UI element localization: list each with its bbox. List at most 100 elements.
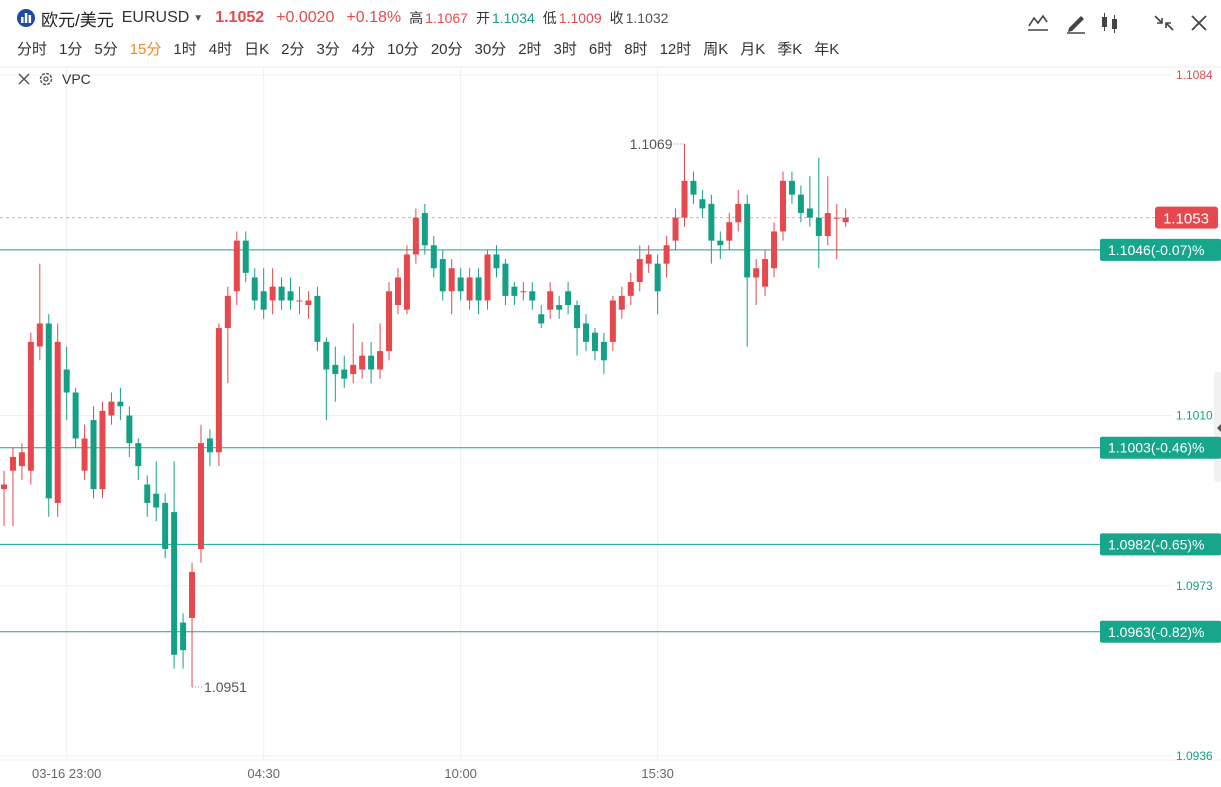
x-tick-label: 03-16 23:00 [32,766,101,781]
timeframe-button[interactable]: 3时 [553,41,577,58]
timeframe-button[interactable]: 30分 [474,41,507,58]
timeframe-button[interactable]: 5分 [94,41,118,58]
close-value: 1.1032 [625,10,669,26]
candle-body [654,263,661,292]
symbol-code[interactable]: EURUSD [121,9,190,26]
candle-body [439,259,446,292]
timeframe-button[interactable]: 2分 [281,41,305,58]
timeframe-button[interactable]: 1分 [59,41,83,58]
candle-body [421,213,428,246]
candle-body [206,438,213,453]
candle-body [251,277,258,301]
timeframe-button[interactable]: 4分 [351,41,376,58]
timeframe-button[interactable]: 8时 [624,41,648,58]
candle-body [699,199,706,209]
x-tick-label: 15:30 [641,766,674,781]
timeframe-button[interactable]: 分时 [17,41,48,58]
last-price-tag [1155,206,1218,229]
timeframe-button[interactable]: 20分 [430,41,463,58]
timeframe-button[interactable]: 周K [703,41,729,58]
timeframe-button[interactable]: 6时 [588,41,613,58]
symbol-icon [17,9,35,27]
low-label: 低 [542,10,557,26]
line-tool[interactable] [1028,14,1048,31]
candle-body [618,295,625,310]
candle-body [126,415,133,444]
candle-body [368,355,375,370]
timeframe-button[interactable]: 月K [740,41,766,58]
candle-body [162,502,169,549]
candle-body [529,291,536,301]
candle-body [386,291,393,352]
max-label: 1.1069 [630,136,673,152]
candle-body [242,240,249,273]
scroll-handle[interactable] [1214,372,1221,482]
candle-body [681,180,688,218]
candle-body [45,323,52,499]
open-value: 1.1034 [491,10,535,26]
level-label: 1.0963(-0.82)% [1108,624,1205,640]
timeframe-bar: 分时 1分 5分 15分 1时 4时 日K 2分 3分 4分 10分 20分 30分 2时 3时 6时 8时 12… [17,38,839,59]
candles [1,144,849,687]
candle-body [636,259,643,283]
candle-body [36,323,43,347]
candle-body [81,438,88,471]
timeframe-button[interactable]: 10分 [387,41,419,58]
candle-body [430,245,437,269]
candle-body [233,240,240,292]
candle-type[interactable] [1102,13,1117,33]
candle-body [448,268,455,292]
candle-body [54,341,61,503]
candle-body [135,443,142,467]
candle-body [672,217,679,241]
collapse[interactable] [1154,15,1174,31]
level-tag [1100,238,1221,261]
indicator-row: VPC [18,71,91,87]
timeframe-button[interactable]: 2时 [518,41,542,58]
open-label: 开 [475,10,490,26]
candle-body [815,217,822,237]
toolbar [1028,13,1207,34]
close[interactable] [1191,15,1207,31]
candle-body [27,341,34,471]
timeframe-button[interactable]: 季K [777,41,803,58]
indicator-settings[interactable] [38,71,54,87]
candle-body [556,305,563,310]
timeframe-button[interactable]: 1时 [173,41,197,58]
level-label: 1.1003(-0.46)% [1108,440,1205,456]
timeframe-button[interactable]: 3分 [316,41,340,58]
timeframe-button[interactable]: 12时 [659,41,692,58]
timeframe-button[interactable]: 日K [244,41,270,58]
timeframe-button[interactable]: 年K [814,41,840,58]
header: 欧元/美元 EURUSD ▼ 1.1052 +0.0020 +0.18% 高 1… [0,0,676,36]
candle-body [341,369,348,379]
y-tick-label: 1.1084 [1176,68,1213,82]
candle-body [90,420,97,490]
timeframe-button[interactable]: 4时 [208,41,233,58]
candle-body [771,231,778,269]
candle-body [412,217,419,255]
candle-body [287,291,294,301]
candle-body [117,401,124,407]
last-price-label: 1.1053 [1163,211,1209,228]
close-indicator[interactable] [18,73,30,85]
draw-tool[interactable] [1067,16,1085,34]
candle-body [788,180,795,195]
x-tick-label: 10:00 [444,766,477,781]
candle-body [108,401,115,416]
candle-body [842,217,849,223]
level-tag [1100,436,1221,459]
candle-body [153,493,160,508]
candle-body [591,332,598,352]
candle-body [565,291,572,306]
candle-body [475,277,482,301]
candle-body [797,194,804,214]
candle-body [332,364,339,375]
symbol-dropdown[interactable]: ▼ [193,12,204,24]
timeframe-button[interactable]: 15分 [129,41,162,58]
candle-body [63,369,70,393]
candle-body [171,512,178,655]
candle-body [609,300,616,342]
